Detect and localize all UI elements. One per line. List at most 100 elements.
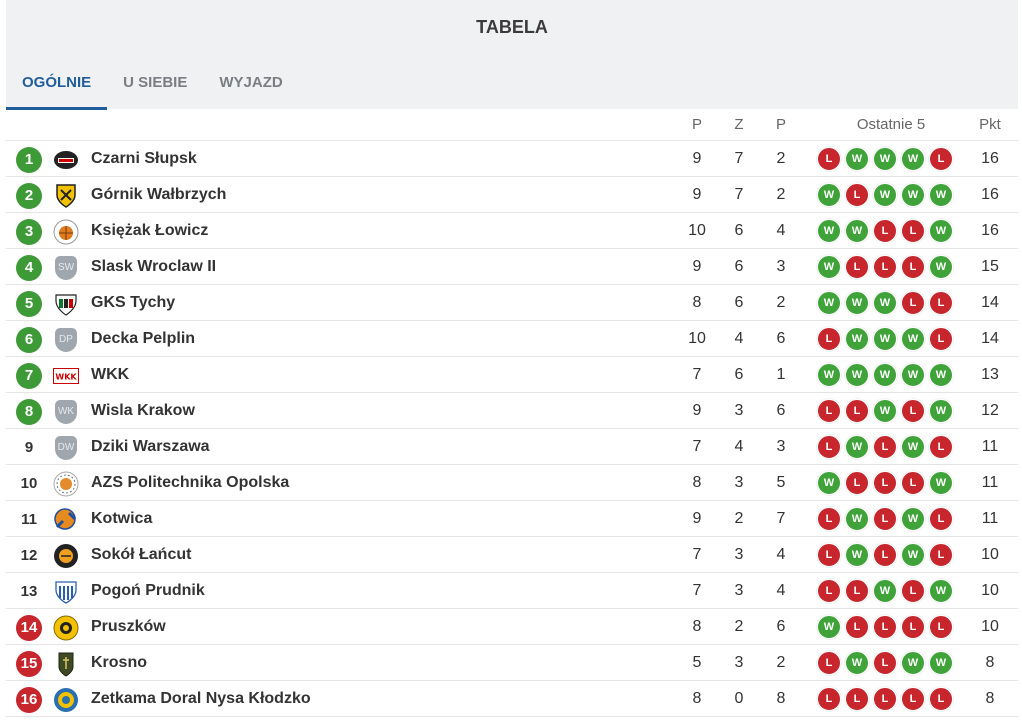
loss-indicator[interactable]: L [929, 327, 953, 351]
loss-indicator[interactable]: L [845, 183, 869, 207]
loss-indicator[interactable]: L [901, 471, 925, 495]
loss-indicator[interactable]: L [929, 435, 953, 459]
win-indicator[interactable]: W [901, 183, 925, 207]
loss-indicator[interactable]: L [873, 651, 897, 675]
loss-indicator[interactable]: L [817, 687, 841, 711]
loss-indicator[interactable]: L [873, 543, 897, 567]
loss-indicator[interactable]: L [929, 687, 953, 711]
tab-away[interactable]: WYJAZD [219, 74, 283, 91]
loss-indicator[interactable]: L [929, 147, 953, 171]
team-name[interactable]: Slask Wroclaw II [91, 258, 217, 275]
loss-indicator[interactable]: L [873, 615, 897, 639]
team-name[interactable]: Pogoń Prudnik [91, 582, 205, 599]
team-name[interactable]: Czarni Słupsk [91, 150, 197, 167]
team-name[interactable]: GKS Tychy [91, 294, 176, 311]
loss-indicator[interactable]: L [817, 435, 841, 459]
loss-indicator[interactable]: L [901, 579, 925, 603]
team-name[interactable]: Dziki Warszawa [91, 438, 210, 455]
loss-indicator[interactable]: L [929, 543, 953, 567]
win-indicator[interactable]: W [873, 363, 897, 387]
loss-indicator[interactable]: L [901, 255, 925, 279]
loss-indicator[interactable]: L [845, 615, 869, 639]
win-indicator[interactable]: W [901, 507, 925, 531]
win-indicator[interactable]: W [929, 579, 953, 603]
win-indicator[interactable]: W [901, 651, 925, 675]
win-indicator[interactable]: W [845, 219, 869, 243]
win-indicator[interactable]: W [929, 255, 953, 279]
team-name[interactable]: WKK [91, 366, 130, 383]
loss-indicator[interactable]: L [817, 543, 841, 567]
loss-indicator[interactable]: L [817, 399, 841, 423]
table-row[interactable]: 1 Czarni Słupsk 9 7 2 L W W W L 16 [6, 141, 1018, 177]
win-indicator[interactable]: W [929, 363, 953, 387]
win-indicator[interactable]: W [901, 363, 925, 387]
win-indicator[interactable]: W [845, 435, 869, 459]
team-name[interactable]: Decka Pelplin [91, 330, 196, 347]
table-row[interactable]: 14 Pruszków 8 2 6 W L L L L 10 [6, 609, 1018, 645]
table-row[interactable]: 16 Zetkama Doral Nysa Kłodzko 8 0 8 L L L L L 8 [6, 681, 1018, 717]
win-indicator[interactable]: W [929, 219, 953, 243]
table-row[interactable]: 15 Krosno 5 3 2 L W L W W 8 [6, 645, 1018, 681]
win-indicator[interactable]: W [845, 291, 869, 315]
loss-indicator[interactable]: L [873, 507, 897, 531]
win-indicator[interactable]: W [845, 363, 869, 387]
win-indicator[interactable]: W [817, 255, 841, 279]
loss-indicator[interactable]: L [901, 399, 925, 423]
team-name[interactable]: Górnik Wałbrzych [91, 186, 227, 203]
table-row[interactable]: 9 DW Dziki Warszawa 7 4 3 L W L W L 11 [6, 429, 1018, 465]
table-row[interactable]: 13 Pogoń Prudnik 7 3 4 L L W L W 10 [6, 573, 1018, 609]
loss-indicator[interactable]: L [929, 615, 953, 639]
win-indicator[interactable]: W [817, 471, 841, 495]
team-name[interactable]: Zetkama Doral Nysa Kłodzko [91, 690, 311, 707]
win-indicator[interactable]: W [901, 147, 925, 171]
loss-indicator[interactable]: L [845, 687, 869, 711]
loss-indicator[interactable]: L [873, 255, 897, 279]
loss-indicator[interactable]: L [845, 579, 869, 603]
loss-indicator[interactable]: L [873, 435, 897, 459]
win-indicator[interactable]: W [817, 183, 841, 207]
loss-indicator[interactable]: L [901, 219, 925, 243]
table-row[interactable]: 11 Kotwica 9 2 7 L W L W L 11 [6, 501, 1018, 537]
win-indicator[interactable]: W [817, 291, 841, 315]
win-indicator[interactable]: W [845, 507, 869, 531]
win-indicator[interactable]: W [845, 327, 869, 351]
win-indicator[interactable]: W [929, 471, 953, 495]
table-row[interactable]: 8 WK Wisla Krakow 9 3 6 L L W L W 12 [6, 393, 1018, 429]
loss-indicator[interactable]: L [901, 291, 925, 315]
win-indicator[interactable]: W [901, 435, 925, 459]
loss-indicator[interactable]: L [817, 579, 841, 603]
loss-indicator[interactable]: L [929, 507, 953, 531]
table-row[interactable]: 2 Górnik Wałbrzych 9 7 2 W L W W W 16 [6, 177, 1018, 213]
win-indicator[interactable]: W [929, 651, 953, 675]
table-row[interactable]: 5 GKS Tychy 8 6 2 W W W L L 14 [6, 285, 1018, 321]
win-indicator[interactable]: W [901, 327, 925, 351]
win-indicator[interactable]: W [901, 543, 925, 567]
team-name[interactable]: Kotwica [91, 510, 153, 527]
tab-home[interactable]: U SIEBIE [123, 74, 188, 91]
win-indicator[interactable]: W [845, 147, 869, 171]
win-indicator[interactable]: W [873, 399, 897, 423]
win-indicator[interactable]: W [873, 327, 897, 351]
table-row[interactable]: 12 Sokół Łańcut 7 3 4 L W L W L 10 [6, 537, 1018, 573]
win-indicator[interactable]: W [845, 543, 869, 567]
win-indicator[interactable]: W [845, 651, 869, 675]
loss-indicator[interactable]: L [901, 615, 925, 639]
table-row[interactable]: 3 Księżak Łowicz 10 6 4 W W L L W 16 [6, 213, 1018, 249]
table-row[interactable]: 10 AZS Politechnika Opolska 8 3 5 W L L L W 11 [6, 465, 1018, 501]
team-name[interactable]: Wisla Krakow [91, 402, 195, 419]
win-indicator[interactable]: W [817, 219, 841, 243]
loss-indicator[interactable]: L [929, 291, 953, 315]
team-name[interactable]: Krosno [91, 654, 147, 671]
loss-indicator[interactable]: L [873, 219, 897, 243]
tab-overall[interactable]: OGÓLNIE [6, 72, 108, 110]
team-name[interactable]: Sokół Łańcut [91, 546, 192, 563]
table-row[interactable]: 6 DP Decka Pelplin 10 4 6 L W W W L 14 [6, 321, 1018, 357]
win-indicator[interactable]: W [817, 615, 841, 639]
win-indicator[interactable]: W [929, 183, 953, 207]
loss-indicator[interactable]: L [817, 147, 841, 171]
team-name[interactable]: AZS Politechnika Opolska [91, 474, 290, 491]
win-indicator[interactable]: W [929, 399, 953, 423]
loss-indicator[interactable]: L [817, 327, 841, 351]
win-indicator[interactable]: W [873, 579, 897, 603]
table-row[interactable]: 7 WKK WKK 7 6 1 W W W W W 13 [6, 357, 1018, 393]
